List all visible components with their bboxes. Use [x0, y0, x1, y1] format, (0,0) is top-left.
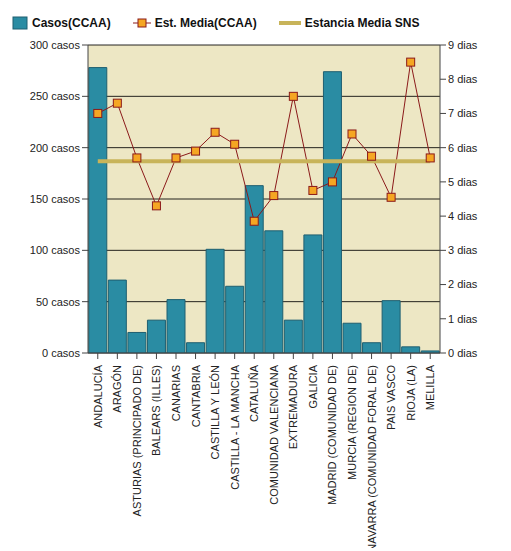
svg-text:RIOJA (LA): RIOJA (LA) [405, 365, 417, 421]
svg-text:0 casos: 0 casos [42, 347, 80, 359]
svg-text:CASTILLA - LA MANCHA: CASTILLA - LA MANCHA [229, 364, 241, 489]
svg-text:PAIS VASCO: PAIS VASCO [385, 365, 397, 430]
svg-text:6 dias: 6 dias [448, 142, 478, 154]
svg-text:CANTABRIA: CANTABRIA [190, 364, 202, 427]
svg-text:MADRID (COMUNIDAD DE): MADRID (COMUNIDAD DE) [326, 365, 338, 505]
svg-text:50 casos: 50 casos [36, 296, 81, 308]
svg-text:MURCIA (REGION DE): MURCIA (REGION DE) [346, 365, 358, 480]
svg-text:200 casos: 200 casos [30, 142, 81, 154]
svg-text:9 dias: 9 dias [448, 39, 478, 51]
svg-text:COMUNIDAD VALENCIANA: COMUNIDAD VALENCIANA [268, 364, 280, 504]
svg-text:GALICIA: GALICIA [307, 364, 319, 408]
svg-text:0 dias: 0 dias [448, 347, 478, 359]
html-text:Casos(CCAA): Casos(CCAA) [32, 16, 111, 30]
svg-text:ANDALUCÍA: ANDALUCÍA [92, 364, 104, 428]
svg-text:150 casos: 150 casos [30, 193, 81, 205]
svg-text:7 dias: 7 dias [448, 107, 478, 119]
svg-text:1 dias: 1 dias [448, 313, 478, 325]
svg-text:4 dias: 4 dias [448, 210, 478, 222]
html-text:Est. Media(CCAA): Est. Media(CCAA) [154, 16, 257, 30]
svg-text:5 dias: 5 dias [448, 176, 478, 188]
svg-text:3 dias: 3 dias [448, 244, 478, 256]
svg-text:CATALUÑA: CATALUÑA [248, 364, 260, 422]
svg-text:100 casos: 100 casos [30, 244, 81, 256]
svg-text:250 casos: 250 casos [30, 90, 81, 102]
svg-text:EXTREMADURA: EXTREMADURA [287, 364, 299, 449]
svg-text:BALEARS (ILLES): BALEARS (ILLES) [150, 365, 162, 456]
svg-text:NAVARRA (COMUNIDAD FORAL DE): NAVARRA (COMUNIDAD FORAL DE) [366, 365, 378, 548]
svg-text:ASTURIAS (PRINCIPADO DE): ASTURIAS (PRINCIPADO DE) [131, 365, 143, 516]
svg-text:CANARIAS: CANARIAS [170, 365, 182, 421]
svg-text:300 casos: 300 casos [30, 39, 81, 51]
svg-text:2 dias: 2 dias [448, 278, 478, 290]
html-text:Estancia Media SNS: Estancia Media SNS [304, 16, 420, 30]
svg-text:MELILLA: MELILLA [424, 364, 436, 410]
svg-text:8 dias: 8 dias [448, 73, 478, 85]
svg-text:ARAGÓN: ARAGÓN [111, 365, 123, 413]
svg-text:CASTILLA Y LEÓN: CASTILLA Y LEÓN [209, 365, 221, 459]
